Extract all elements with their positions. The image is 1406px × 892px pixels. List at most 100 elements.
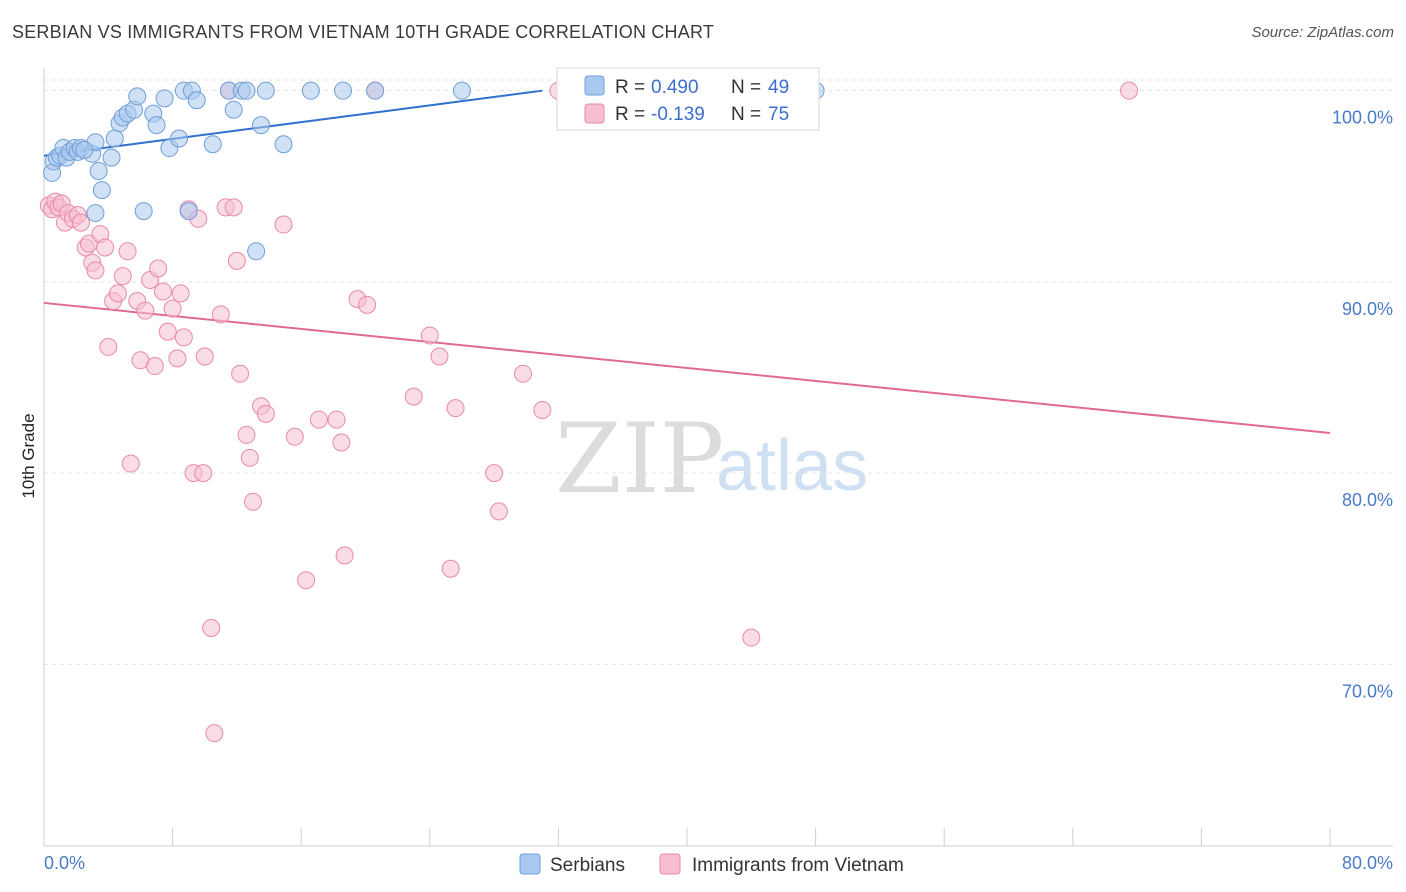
serbian-point: [333, 81, 352, 100]
vietnam-point: [514, 364, 533, 383]
vietnam-point: [446, 399, 465, 418]
vietnam-point: [404, 387, 423, 406]
vietnam-point: [174, 328, 193, 347]
serbian-point: [203, 135, 222, 154]
vietnam-point: [274, 215, 293, 234]
vietnam-point: [227, 251, 246, 270]
serbian-point: [75, 140, 94, 159]
serbian-point: [224, 100, 243, 119]
watermark-atlas: atlas: [716, 426, 868, 506]
vietnam-point: [420, 326, 439, 345]
serbian-point: [86, 204, 105, 223]
vietnam-point: [533, 401, 552, 420]
stats-r-value-vietnam: -0.139: [651, 104, 705, 125]
vietnam-point: [211, 305, 230, 324]
serbian-trend-line: [43, 89, 543, 157]
vietnam-point: [358, 295, 377, 314]
trend-lines: [43, 89, 1331, 434]
y-tick-label: 100.0%: [1332, 108, 1393, 128]
serbian-point: [92, 181, 111, 200]
vietnam-trend-line: [43, 301, 1331, 434]
serbian-point: [147, 116, 166, 135]
serbian-point: [89, 161, 108, 180]
serbian-point: [256, 81, 275, 100]
stats-n-label-serbians: N =: [731, 77, 761, 98]
vietnam-point: [96, 238, 115, 257]
serbian-point: [366, 81, 385, 100]
serbian-point: [102, 148, 121, 167]
serbian-point: [187, 91, 206, 110]
y-tick-label: 70.0%: [1342, 681, 1393, 701]
vietnam-point: [145, 357, 164, 376]
stats-legend: R = 0.490 N = 49 R = -0.139 N = 75: [556, 67, 820, 131]
y-tick-label: 80.0%: [1342, 490, 1393, 510]
serbian-point: [134, 202, 153, 221]
serbian-point: [170, 129, 189, 148]
vietnam-point: [195, 347, 214, 366]
vietnam-point: [99, 337, 118, 356]
vietnam-point: [327, 410, 346, 429]
vietnam-point: [118, 242, 137, 261]
serbian-point: [452, 81, 471, 100]
x-tick-label-max: 80.0%: [1342, 853, 1393, 873]
vietnam-point: [108, 284, 127, 303]
axes: [43, 68, 1393, 847]
source-label: Source: ZipAtlas.com: [1251, 24, 1394, 41]
vietnam-point: [86, 261, 105, 280]
vietnam-point: [1120, 81, 1139, 100]
legend-label-vietnam: Immigrants from Vietnam: [692, 855, 904, 876]
x-tick-label-min: 0.0%: [44, 853, 85, 873]
vietnam-point: [202, 619, 221, 638]
vietnam-point: [430, 347, 449, 366]
vietnam-point: [136, 301, 155, 320]
y-tick-label: 90.0%: [1342, 299, 1393, 319]
vietnam-point: [113, 267, 132, 286]
vietnam-point: [163, 299, 182, 318]
vietnam-point: [240, 448, 259, 467]
serbian-point: [252, 116, 271, 135]
legend-swatch-vietnam: [659, 853, 681, 875]
serbian-point: [301, 81, 320, 100]
legend-swatch-serbians: [519, 853, 541, 875]
vietnam-point: [335, 546, 354, 565]
vietnam-point: [224, 198, 243, 217]
vietnam-point: [153, 282, 172, 301]
serbian-point: [237, 81, 256, 100]
vietnam-point: [231, 364, 250, 383]
grid-lines: 70.0% 80.0% 90.0% 100.0%: [44, 79, 1393, 701]
series-legend: Serbians Immigrants from Vietnam: [519, 853, 904, 876]
stats-n-label-vietnam: N =: [731, 104, 761, 125]
serbian-point: [128, 87, 147, 106]
vietnam-point: [256, 404, 275, 423]
vietnam-point: [149, 259, 168, 278]
serbian-point: [179, 202, 198, 221]
vietnam-point: [171, 284, 190, 303]
serbian-point: [274, 135, 293, 154]
stats-r-value-serbians: 0.490: [651, 77, 699, 98]
vietnam-point: [158, 322, 177, 341]
y-axis-title: 10th Grade: [19, 413, 38, 498]
vietnam-point: [309, 410, 328, 429]
stats-n-value-vietnam: 75: [768, 104, 789, 125]
vietnam-point: [742, 628, 761, 647]
vietnam-point: [121, 454, 140, 473]
vietnam-point: [285, 427, 304, 446]
stats-n-value-serbians: 49: [768, 77, 789, 98]
serbian-point: [155, 89, 174, 108]
vietnam-point: [168, 349, 187, 368]
vietnam-point: [297, 571, 316, 590]
vietnam-points: [39, 81, 1139, 743]
vietnam-point: [237, 425, 256, 444]
chart-title: SERBIAN VS IMMIGRANTS FROM VIETNAM 10TH …: [12, 22, 715, 42]
stats-r-label-vietnam: R =: [615, 104, 645, 125]
serbian-point: [247, 242, 266, 261]
vietnam-point: [71, 213, 90, 232]
vietnam-point: [194, 464, 213, 483]
serbian-point: [105, 129, 124, 148]
stats-swatch-serbians: [584, 75, 605, 96]
stats-swatch-vietnam: [584, 103, 605, 124]
vietnam-point: [485, 464, 504, 483]
watermark-zip: ZIP: [555, 403, 724, 515]
vietnam-point: [243, 492, 262, 511]
